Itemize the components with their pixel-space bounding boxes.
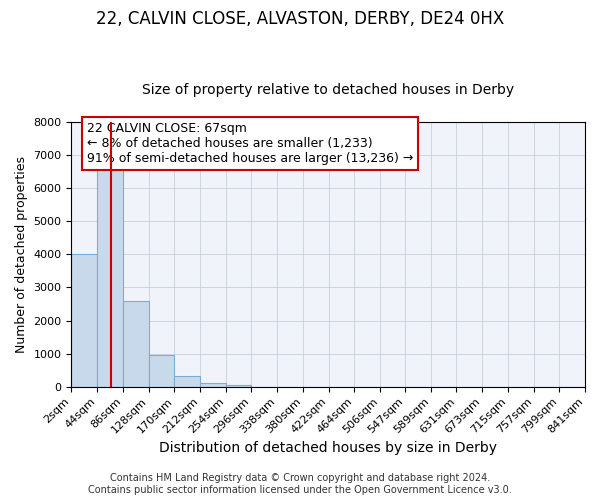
Bar [174, 376, 200, 386]
Bar [149, 356, 174, 386]
X-axis label: Distribution of detached houses by size in Derby: Distribution of detached houses by size … [159, 441, 497, 455]
Text: 22, CALVIN CLOSE, ALVASTON, DERBY, DE24 0HX: 22, CALVIN CLOSE, ALVASTON, DERBY, DE24 … [96, 10, 504, 28]
Bar [97, 168, 123, 386]
Bar [123, 300, 149, 386]
Text: 22 CALVIN CLOSE: 67sqm
← 8% of detached houses are smaller (1,233)
91% of semi-d: 22 CALVIN CLOSE: 67sqm ← 8% of detached … [87, 122, 413, 165]
Bar [200, 383, 226, 386]
Y-axis label: Number of detached properties: Number of detached properties [15, 156, 28, 353]
Text: Contains HM Land Registry data © Crown copyright and database right 2024.
Contai: Contains HM Land Registry data © Crown c… [88, 474, 512, 495]
Title: Size of property relative to detached houses in Derby: Size of property relative to detached ho… [142, 83, 514, 97]
Bar [226, 385, 251, 386]
Bar [71, 254, 97, 386]
